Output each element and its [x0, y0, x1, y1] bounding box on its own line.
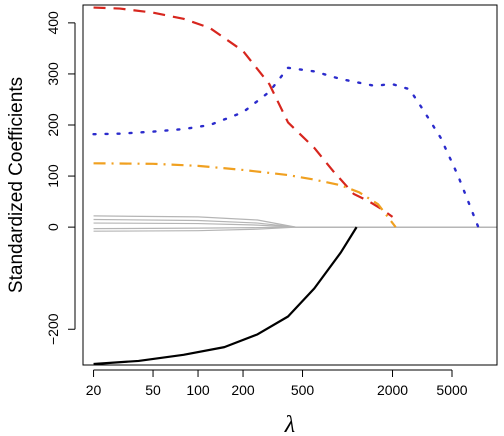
series-line-0 — [93, 6, 394, 218]
y-tick-label: 100 — [45, 164, 61, 188]
x-tick-label: 500 — [291, 382, 315, 398]
x-axis-label: λ — [284, 412, 295, 436]
series-layer — [92, 6, 497, 366]
y-tick-label: 300 — [45, 62, 61, 86]
plot-box — [82, 4, 498, 366]
y-axis-label: Standardized Coefficients — [6, 77, 27, 293]
x-tick-label: 200 — [231, 382, 255, 398]
series-line-4 — [93, 215, 497, 228]
x-tick-label: 2000 — [377, 382, 408, 398]
y-tick-label: −200 — [45, 313, 61, 345]
x-tick-label: 50 — [145, 382, 161, 398]
x-tick-label: 20 — [86, 382, 102, 398]
series-line-6 — [93, 222, 497, 228]
y-axis: 400 300 200 100 0 −200 — [45, 11, 76, 345]
series-line-2 — [93, 162, 397, 228]
x-tick-label: 5000 — [436, 382, 467, 398]
x-axis: 20 50 100 200 500 2000 5000 — [86, 369, 468, 398]
series-line-8 — [93, 226, 497, 232]
series-line-3 — [93, 226, 358, 366]
y-tick-label: 0 — [45, 223, 61, 231]
x-tick-label: 100 — [186, 382, 210, 398]
y-tick-label: 200 — [45, 113, 61, 137]
series-line-1 — [92, 66, 480, 229]
y-tick-label: 400 — [45, 11, 61, 35]
